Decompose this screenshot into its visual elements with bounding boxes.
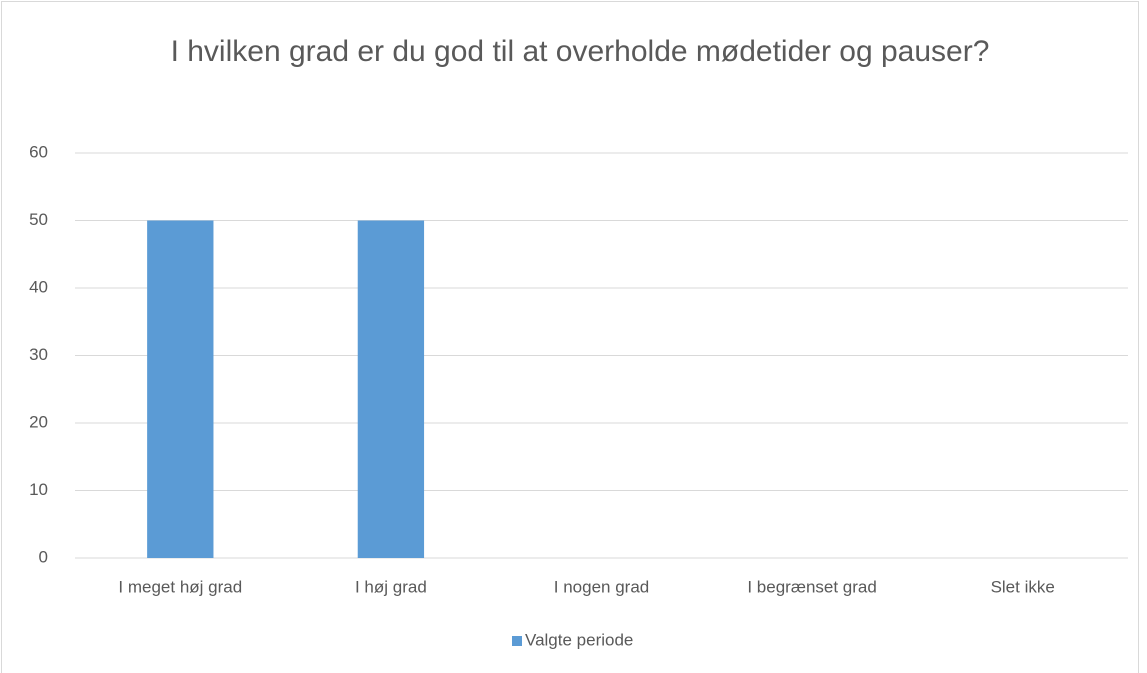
x-tick-label: I nogen grad: [554, 577, 649, 596]
y-tick-label: 40: [29, 277, 48, 296]
y-tick-label: 50: [29, 210, 48, 229]
y-tick-label: 10: [29, 480, 48, 499]
bar: [147, 220, 214, 558]
x-tick-label: I meget høj grad: [118, 577, 242, 596]
y-tick-label: 20: [29, 412, 48, 431]
x-tick-label: Slet ikke: [991, 577, 1055, 596]
y-tick-label: 60: [29, 142, 48, 161]
y-tick-label: 30: [29, 345, 48, 364]
x-tick-label: I høj grad: [355, 577, 427, 596]
chart-title: I hvilken grad er du god til at overhold…: [170, 35, 990, 68]
x-tick-label: I begrænset grad: [747, 577, 876, 596]
bar: [357, 220, 425, 558]
legend-swatch: [512, 636, 522, 646]
legend-label: Valgte periode: [525, 630, 633, 649]
y-tick-label: 0: [39, 547, 48, 566]
